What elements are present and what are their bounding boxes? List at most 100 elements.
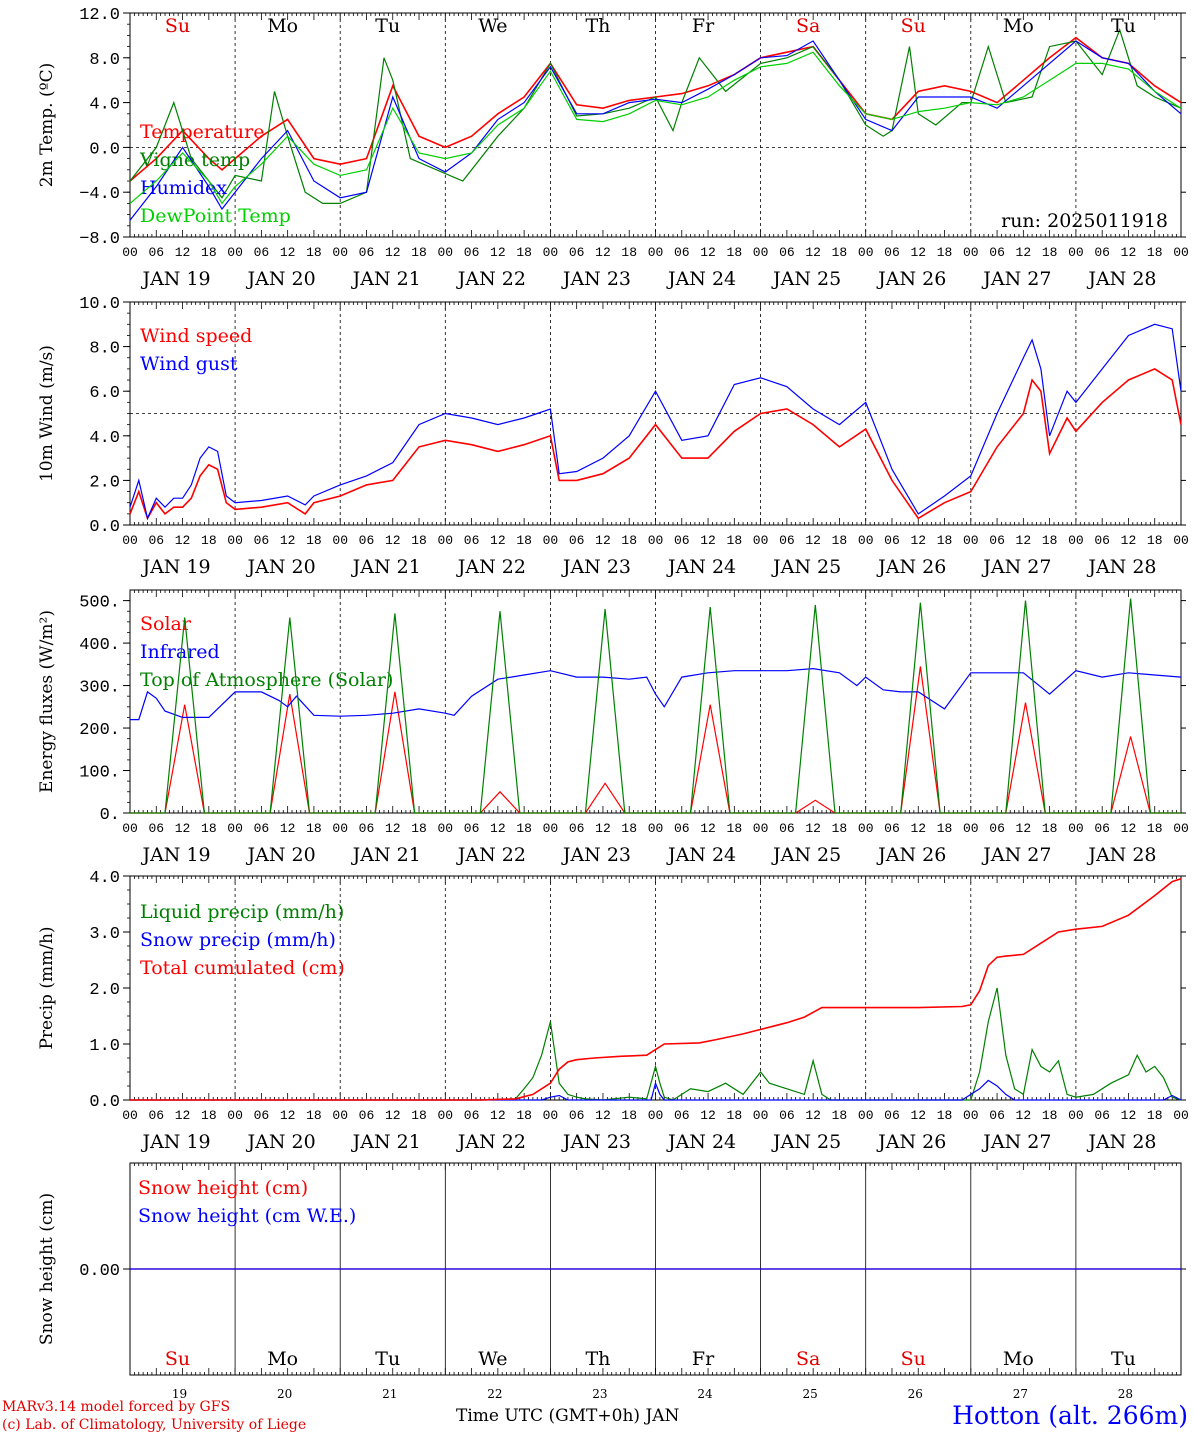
y-tick-label: 4.0 — [89, 429, 120, 448]
day-label: JAN 25 — [771, 268, 841, 290]
series-line-total-cumulated-cm- — [130, 878, 1182, 1101]
x-hour-label: 18 — [1147, 245, 1163, 260]
x-hour-label: 18 — [201, 821, 217, 836]
weekday-label-bottom: Tu — [1111, 1348, 1136, 1370]
x-hour-label: 12 — [700, 1108, 716, 1123]
x-hour-label: 00 — [648, 821, 664, 836]
x-hour-label: 12 — [700, 821, 716, 836]
day-label: JAN 26 — [876, 556, 946, 578]
x-hour-label: 00 — [1068, 1108, 1084, 1123]
x-hour-label: 12 — [910, 821, 926, 836]
weekday-label-bottom: Th — [585, 1348, 610, 1370]
y-tick-label: 0.00 — [79, 1262, 120, 1281]
y-tick-label: 8.0 — [89, 51, 120, 70]
x-hour-label: 18 — [727, 245, 743, 260]
x-hour-label: 00 — [227, 821, 243, 836]
x-hour-label: 06 — [569, 245, 585, 260]
x-hour-label: 00 — [543, 821, 559, 836]
x-hour-label: 00 — [963, 1108, 979, 1123]
x-hour-label: 06 — [1094, 533, 1110, 548]
day-label: JAN 28 — [1086, 844, 1156, 866]
day-number: 28 — [1118, 1387, 1133, 1401]
x-hour-label: 06 — [359, 533, 375, 548]
x-hour-label: 00 — [858, 245, 874, 260]
x-hour-label: 18 — [516, 1108, 532, 1123]
x-hour-label: 18 — [201, 1108, 217, 1123]
weekday-label-top: Sa — [796, 15, 820, 37]
x-hour-label: 00 — [332, 821, 348, 836]
x-hour-label: 00 — [753, 533, 769, 548]
series-line-vigne-temp — [129, 27, 1182, 204]
legend-entry: Snow height (cm) — [138, 1177, 308, 1199]
day-label: JAN 22 — [456, 556, 526, 578]
x-hour-label: 06 — [779, 533, 795, 548]
x-hour-label: 00 — [122, 533, 138, 548]
x-hour-label: 00 — [858, 1108, 874, 1123]
day-label: JAN 24 — [666, 556, 736, 578]
weekday-label-top: We — [478, 15, 507, 37]
weekday-label-bottom: Sa — [796, 1348, 820, 1370]
x-hour-label: 18 — [937, 1108, 953, 1123]
x-hour-label: 00 — [1173, 821, 1189, 836]
x-hour-label: 00 — [227, 1108, 243, 1123]
x-hour-label: 18 — [306, 1108, 322, 1123]
x-hour-label: 18 — [832, 245, 848, 260]
y-tick-label: 8.0 — [89, 340, 120, 359]
x-hour-label: 06 — [1094, 1108, 1110, 1123]
legend-entry: Snow precip (mm/h) — [140, 929, 336, 951]
x-hour-label: 00 — [1068, 533, 1084, 548]
x-hour-label: 00 — [753, 245, 769, 260]
weekday-label-bottom: Tu — [375, 1348, 400, 1370]
x-hour-label: 00 — [227, 533, 243, 548]
x-hour-label: 06 — [674, 533, 690, 548]
x-hour-label: 12 — [1016, 1108, 1032, 1123]
day-label: JAN 20 — [246, 268, 316, 290]
x-hour-label: 18 — [832, 1108, 848, 1123]
series-line-liquid-precip-mm-h- — [130, 987, 1182, 1101]
legend-entry: Snow height (cm W.E.) — [138, 1205, 356, 1227]
x-hour-label: 00 — [227, 245, 243, 260]
x-hour-label: 06 — [254, 821, 270, 836]
x-hour-label: 18 — [411, 245, 427, 260]
day-label: JAN 27 — [981, 1131, 1051, 1153]
x-hour-label: 18 — [1042, 1108, 1058, 1123]
x-hour-label: 00 — [332, 245, 348, 260]
x-hour-label: 06 — [359, 1108, 375, 1123]
x-hour-label: 18 — [937, 533, 953, 548]
day-label: JAN 23 — [561, 844, 631, 866]
day-label: JAN 20 — [246, 556, 316, 578]
x-hour-label: 18 — [411, 533, 427, 548]
x-hour-label: 12 — [1121, 245, 1137, 260]
y-tick-label: 200. — [79, 721, 120, 740]
x-axis-title: Time UTC (GMT+0h) JAN — [456, 1406, 680, 1426]
x-hour-label: 12 — [910, 533, 926, 548]
legend-entry: Liquid precip (mm/h) — [140, 901, 344, 923]
day-label: JAN 26 — [876, 844, 946, 866]
day-label: JAN 20 — [246, 1131, 316, 1153]
x-hour-label: 06 — [1094, 821, 1110, 836]
x-hour-label: 18 — [937, 245, 953, 260]
day-number: 25 — [803, 1387, 818, 1401]
series-line-dewpoint-temp — [129, 51, 1182, 205]
x-hour-label: 18 — [832, 821, 848, 836]
x-hour-label: 12 — [595, 245, 611, 260]
y-tick-label: 4.0 — [89, 96, 120, 115]
x-hour-label: 18 — [306, 821, 322, 836]
x-hour-label: 12 — [385, 1108, 401, 1123]
day-label: JAN 21 — [351, 1131, 421, 1153]
day-label: JAN 27 — [981, 556, 1051, 578]
x-hour-label: 06 — [884, 821, 900, 836]
x-hour-label: 12 — [280, 1108, 296, 1123]
series-line-wind-speed — [129, 367, 1182, 521]
x-hour-label: 18 — [1147, 1108, 1163, 1123]
day-label: JAN 26 — [876, 1131, 946, 1153]
x-hour-label: 18 — [621, 821, 637, 836]
x-hour-label: 06 — [254, 1108, 270, 1123]
x-hour-label: 12 — [175, 1108, 191, 1123]
y-tick-label: 6.0 — [89, 384, 120, 403]
y-tick-label: 0. — [100, 806, 120, 825]
day-label: JAN 27 — [981, 844, 1051, 866]
day-label: JAN 19 — [140, 844, 210, 866]
x-hour-label: 06 — [884, 1108, 900, 1123]
x-hour-label: 12 — [280, 245, 296, 260]
